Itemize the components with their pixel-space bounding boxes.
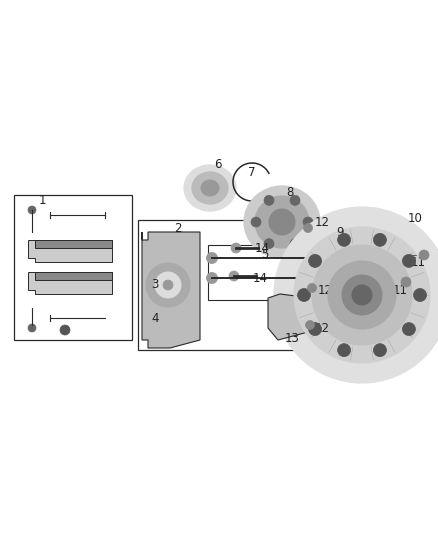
Circle shape xyxy=(28,324,36,332)
Polygon shape xyxy=(35,272,112,280)
Circle shape xyxy=(419,250,429,260)
Circle shape xyxy=(206,272,218,284)
Text: 12: 12 xyxy=(318,284,332,296)
Polygon shape xyxy=(28,240,112,262)
Circle shape xyxy=(309,254,321,268)
Circle shape xyxy=(264,196,274,205)
Circle shape xyxy=(251,217,261,227)
Circle shape xyxy=(312,245,412,345)
Circle shape xyxy=(413,288,427,302)
Circle shape xyxy=(146,263,190,307)
Text: 12: 12 xyxy=(314,215,329,229)
Ellipse shape xyxy=(201,180,219,196)
Text: 4: 4 xyxy=(151,311,159,325)
Circle shape xyxy=(374,344,386,357)
Circle shape xyxy=(229,271,239,281)
Text: 5: 5 xyxy=(261,248,268,262)
Text: 14: 14 xyxy=(254,241,269,254)
Polygon shape xyxy=(268,294,316,340)
Polygon shape xyxy=(28,272,112,294)
Circle shape xyxy=(309,322,321,336)
Text: 7: 7 xyxy=(248,166,256,180)
Circle shape xyxy=(274,207,438,383)
Ellipse shape xyxy=(192,172,228,204)
Circle shape xyxy=(206,253,218,263)
Ellipse shape xyxy=(184,165,236,211)
Text: 2: 2 xyxy=(174,222,182,235)
Text: 13: 13 xyxy=(285,332,300,344)
Polygon shape xyxy=(316,258,322,292)
Circle shape xyxy=(231,243,241,253)
Text: 10: 10 xyxy=(408,212,422,224)
Text: 1: 1 xyxy=(38,193,46,206)
Circle shape xyxy=(28,206,36,214)
Circle shape xyxy=(60,325,70,335)
Circle shape xyxy=(305,320,314,329)
Text: 12: 12 xyxy=(314,321,329,335)
Circle shape xyxy=(290,196,300,205)
Text: 11: 11 xyxy=(392,284,407,296)
Circle shape xyxy=(300,254,308,262)
Circle shape xyxy=(352,285,372,305)
Polygon shape xyxy=(316,288,352,328)
Ellipse shape xyxy=(269,209,295,235)
Text: 11: 11 xyxy=(410,255,425,269)
Circle shape xyxy=(338,233,350,246)
Circle shape xyxy=(294,227,430,363)
Circle shape xyxy=(374,233,386,246)
Polygon shape xyxy=(318,230,360,272)
Circle shape xyxy=(155,272,181,298)
Text: 8: 8 xyxy=(286,185,294,198)
Text: 14: 14 xyxy=(252,271,268,285)
Ellipse shape xyxy=(244,186,320,258)
Circle shape xyxy=(304,223,312,232)
Text: 6: 6 xyxy=(214,158,222,172)
Polygon shape xyxy=(142,232,200,348)
Circle shape xyxy=(401,277,411,287)
Circle shape xyxy=(163,280,173,290)
Circle shape xyxy=(300,274,308,282)
Circle shape xyxy=(338,344,350,357)
Circle shape xyxy=(264,239,274,249)
Polygon shape xyxy=(35,240,112,248)
Circle shape xyxy=(403,322,415,336)
Text: 3: 3 xyxy=(151,279,159,292)
Bar xyxy=(14,195,132,340)
Text: 9: 9 xyxy=(336,225,344,238)
Circle shape xyxy=(297,288,311,302)
Ellipse shape xyxy=(255,196,309,248)
Bar xyxy=(138,220,316,350)
Circle shape xyxy=(328,261,396,329)
Bar xyxy=(208,245,308,300)
Circle shape xyxy=(290,239,300,249)
Circle shape xyxy=(342,275,382,315)
Circle shape xyxy=(303,217,313,227)
Circle shape xyxy=(307,284,317,293)
Circle shape xyxy=(403,254,415,268)
